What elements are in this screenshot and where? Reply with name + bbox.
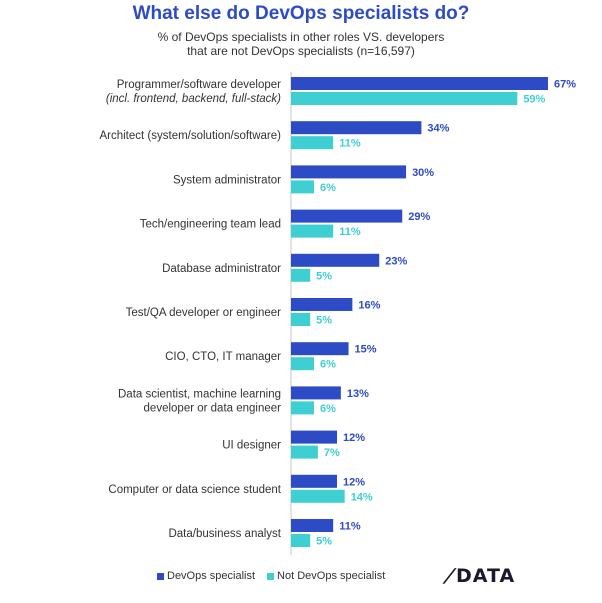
bar-not-devops-5 bbox=[291, 313, 311, 326]
value-label-devops-8: 12% bbox=[343, 432, 365, 444]
value-label-not-devops-2: 6% bbox=[320, 182, 336, 194]
value-label-devops-1: 34% bbox=[427, 123, 449, 135]
chart-title: What else do DevOps specialists do? bbox=[132, 3, 470, 24]
value-label-devops-5: 16% bbox=[358, 300, 380, 312]
bar-not-devops-0 bbox=[291, 92, 518, 105]
legend-item-devops: DevOps specialist bbox=[157, 570, 255, 582]
category-label-7: Data scientist, machine learning bbox=[118, 388, 281, 400]
value-label-devops-7: 13% bbox=[347, 388, 369, 400]
bar-not-devops-3 bbox=[291, 224, 334, 238]
bar-devops-10 bbox=[291, 519, 334, 532]
logo-text: DATA bbox=[455, 565, 516, 587]
bar-not-devops-8 bbox=[291, 445, 318, 459]
bar-not-devops-10 bbox=[291, 534, 311, 547]
value-label-not-devops-1: 11% bbox=[339, 138, 361, 150]
category-label-10: Data/business analyst bbox=[168, 528, 281, 540]
category-label-2: System administrator bbox=[173, 174, 281, 186]
category-label-7-line-2: developer or data engineer bbox=[144, 402, 282, 414]
value-label-devops-6: 15% bbox=[355, 344, 377, 356]
legend-label-not-devops: Not DevOps specialist bbox=[277, 570, 386, 582]
legend-item-not-devops: Not DevOps specialist bbox=[267, 570, 385, 582]
legend: DevOps specialist Not DevOps specialist bbox=[157, 570, 397, 582]
value-label-devops-3: 29% bbox=[408, 211, 430, 223]
value-label-not-devops-7: 6% bbox=[320, 403, 336, 415]
jetbrains-data-logo: /DATA bbox=[441, 565, 516, 587]
category-label-3: Tech/engineering team lead bbox=[140, 219, 281, 231]
value-label-devops-10: 11% bbox=[339, 521, 361, 533]
bar-devops-1 bbox=[291, 121, 422, 135]
value-label-not-devops-6: 6% bbox=[320, 359, 336, 371]
legend-swatch-devops bbox=[157, 572, 164, 580]
category-label-4: Database administrator bbox=[162, 263, 281, 275]
value-label-not-devops-4: 5% bbox=[316, 270, 332, 282]
category-label-0: Programmer/software developer bbox=[117, 79, 281, 91]
bar-devops-2 bbox=[291, 165, 407, 179]
bar-devops-8 bbox=[291, 430, 338, 444]
category-label-6: CIO, CTO, IT manager bbox=[165, 351, 281, 363]
bar-devops-0 bbox=[291, 77, 548, 90]
value-label-devops-4: 23% bbox=[385, 255, 407, 267]
bar-devops-3 bbox=[291, 209, 403, 223]
category-label-9: Computer or data science student bbox=[108, 484, 281, 496]
value-label-not-devops-3: 11% bbox=[339, 226, 361, 238]
value-label-not-devops-9: 14% bbox=[351, 491, 373, 503]
chart-subtitle-line-1: % of DevOps specialists in other roles V… bbox=[157, 30, 445, 44]
bar-devops-4 bbox=[291, 253, 380, 267]
bar-devops-7 bbox=[291, 386, 341, 400]
bar-not-devops-4 bbox=[291, 268, 311, 282]
category-label-5: Test/QA developer or engineer bbox=[126, 307, 282, 319]
bar-not-devops-6 bbox=[291, 357, 315, 371]
category-label-1: Architect (system/solution/software) bbox=[99, 130, 281, 142]
bar-not-devops-9 bbox=[291, 489, 345, 503]
bar-not-devops-1 bbox=[291, 136, 334, 150]
value-label-devops-0: 67% bbox=[554, 79, 576, 91]
category-label-8: UI designer bbox=[222, 440, 281, 452]
value-label-not-devops-10: 5% bbox=[316, 536, 332, 548]
value-label-not-devops-8: 7% bbox=[324, 447, 340, 459]
chart-subtitle-line-2: that are not DevOps specialists (n=16,59… bbox=[187, 44, 415, 58]
bar-devops-9 bbox=[291, 474, 338, 488]
bar-not-devops-2 bbox=[291, 180, 315, 194]
legend-label-devops: DevOps specialist bbox=[167, 570, 256, 582]
bar-devops-5 bbox=[291, 298, 353, 311]
category-label-0-line-2: (incl. frontend, backend, full-stack) bbox=[106, 93, 281, 105]
legend-swatch-not-devops bbox=[267, 572, 275, 580]
value-label-devops-2: 30% bbox=[412, 167, 434, 179]
bar-not-devops-7 bbox=[291, 401, 315, 415]
value-label-devops-9: 12% bbox=[343, 476, 365, 488]
bar-devops-6 bbox=[291, 342, 349, 356]
value-label-not-devops-0: 59% bbox=[523, 94, 545, 106]
value-label-not-devops-5: 5% bbox=[316, 315, 332, 327]
